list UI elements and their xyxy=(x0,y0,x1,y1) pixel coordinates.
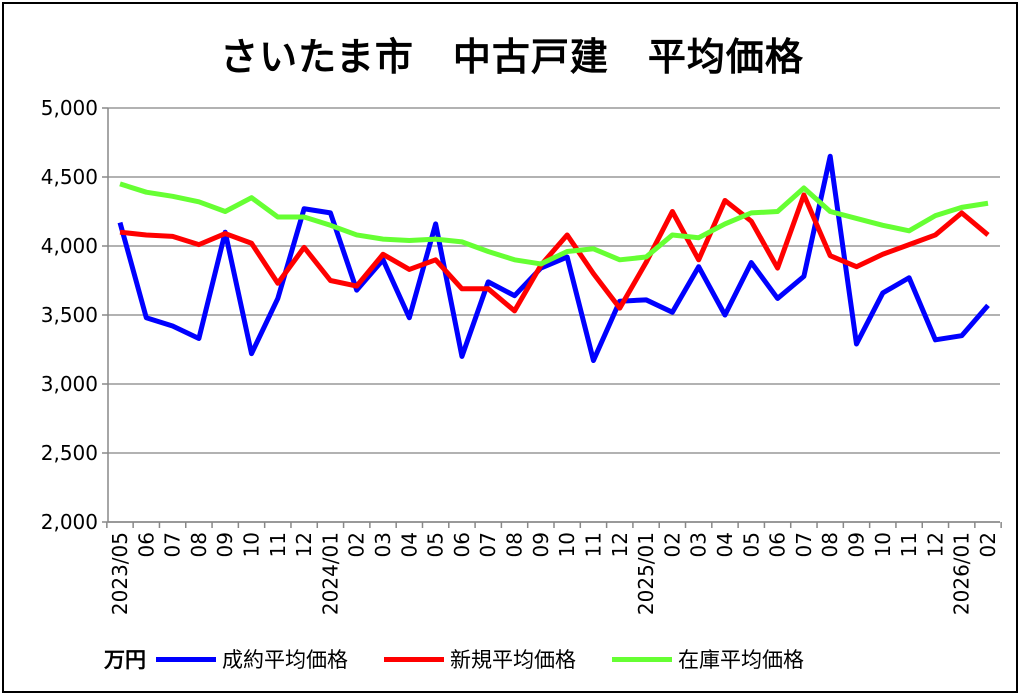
legend: 万円 成約平均価格 新規平均価格 在庫平均価格 xyxy=(104,644,840,674)
x-tick-label: 2023/05 xyxy=(108,532,132,615)
x-tick-label: 02 xyxy=(660,532,684,557)
x-tick-label: 2024/01 xyxy=(318,532,342,615)
x-tick-label: 11 xyxy=(266,532,290,557)
legend-label: 成約平均価格 xyxy=(222,648,348,672)
x-tick-label: 07 xyxy=(476,532,500,557)
x-tick-label: 02 xyxy=(976,532,1000,557)
series-line-2 xyxy=(119,181,989,267)
x-tick-label: 09 xyxy=(529,532,553,557)
x-tick-label: 06 xyxy=(134,532,158,557)
x-tick-label: 07 xyxy=(161,532,185,557)
x-tick-label: 09 xyxy=(844,532,868,557)
x-tick-label: 09 xyxy=(213,532,237,557)
legend-swatch xyxy=(156,656,216,662)
y-tick-label: 3,000 xyxy=(41,372,98,396)
x-tick-label: 11 xyxy=(581,532,605,557)
x-tick-label: 05 xyxy=(739,532,763,557)
x-tick-label: 2025/01 xyxy=(634,532,658,615)
x-tick-label: 04 xyxy=(713,532,737,557)
x-tick-label: 08 xyxy=(503,532,527,557)
x-tick-label: 10 xyxy=(871,532,895,557)
x-tick-label: 12 xyxy=(608,532,632,557)
x-tick-label: 12 xyxy=(292,532,316,557)
x-tick-label: 08 xyxy=(187,532,211,557)
y-tick-label: 2,500 xyxy=(41,441,98,465)
chart-title: さいたま市 中古戸建 平均価格 xyxy=(220,35,804,79)
y-tick-label: 2,000 xyxy=(41,510,98,534)
x-tick-label: 03 xyxy=(371,532,395,557)
y-tick-label: 4,500 xyxy=(41,165,98,189)
x-tick-label: 07 xyxy=(792,532,816,557)
x-tick-label: 2026/01 xyxy=(950,532,974,615)
x-tick-label: 03 xyxy=(687,532,711,557)
legend-swatch xyxy=(612,656,672,662)
legend-item-new: 新規平均価格 xyxy=(384,644,576,674)
x-tick-label: 08 xyxy=(818,532,842,557)
legend-label: 在庫平均価格 xyxy=(678,648,804,672)
y-tick-label: 5,000 xyxy=(41,96,98,120)
x-tick-label: 04 xyxy=(397,532,421,557)
legend-item-stock: 在庫平均価格 xyxy=(612,644,804,674)
y-tick-label: 4,000 xyxy=(41,234,98,258)
series-line-1 xyxy=(119,192,990,314)
x-tick-label: 12 xyxy=(923,532,947,557)
legend-label: 新規平均価格 xyxy=(450,648,576,672)
x-tick-label: 05 xyxy=(424,532,448,557)
x-tick-label: 06 xyxy=(450,532,474,557)
x-tick-label: 11 xyxy=(897,532,921,557)
legend-swatch xyxy=(384,656,444,662)
unit-label: 万円 xyxy=(104,648,146,672)
x-tick-label: 02 xyxy=(345,532,369,557)
y-tick-label: 3,500 xyxy=(41,303,98,327)
legend-item-contract: 成約平均価格 xyxy=(156,644,348,674)
x-tick-label: 06 xyxy=(766,532,790,557)
x-tick-label: 10 xyxy=(555,532,579,557)
x-tick-label: 10 xyxy=(240,532,264,557)
series-line-0 xyxy=(117,153,990,364)
